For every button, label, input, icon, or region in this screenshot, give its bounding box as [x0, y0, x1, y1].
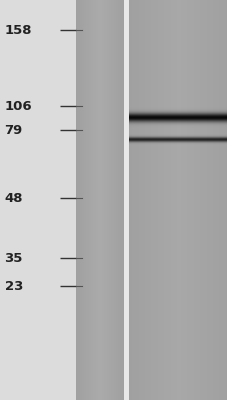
- Text: 48: 48: [5, 192, 23, 204]
- Text: 35: 35: [5, 252, 23, 264]
- Text: 23: 23: [5, 280, 23, 292]
- Text: 158: 158: [5, 24, 32, 36]
- Text: 79: 79: [5, 124, 23, 136]
- Text: 106: 106: [5, 100, 32, 112]
- Bar: [124, 0, 128, 400]
- Bar: [0, 0, 76, 400]
